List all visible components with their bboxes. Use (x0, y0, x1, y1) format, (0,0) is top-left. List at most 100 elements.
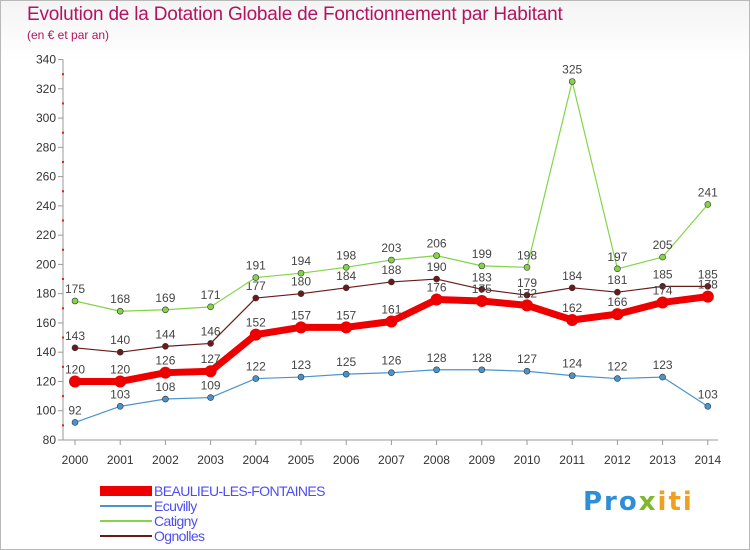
data-label: 127 (517, 352, 537, 366)
data-label: 123 (653, 358, 673, 372)
data-label: 128 (427, 351, 447, 365)
data-label: 122 (607, 360, 627, 374)
y-tick-label: 200 (36, 257, 56, 271)
series-beaulieu-les-fontaines: 120 120 126 127 152 157 157 161 176 175 172 162 166 1… (65, 278, 718, 388)
y-tick-label: 120 (36, 374, 56, 388)
data-label: 184 (336, 269, 356, 283)
data-point (252, 294, 260, 302)
data-point (114, 375, 127, 388)
x-tick-label: 2008 (423, 453, 450, 467)
data-label: 103 (110, 387, 130, 401)
data-label: 123 (291, 358, 311, 372)
y-tick-label: 180 (36, 287, 56, 301)
data-label: 126 (155, 354, 175, 368)
data-point (478, 285, 486, 293)
y-tick-label: 80 (43, 433, 57, 447)
y-tick-label: 300 (36, 111, 56, 125)
data-label: 197 (607, 250, 627, 264)
data-point (568, 78, 576, 85)
x-tick-label: 2011 (559, 453, 585, 467)
data-label: 169 (155, 291, 175, 305)
data-label: 198 (336, 248, 356, 262)
data-label: 168 (110, 292, 130, 306)
y-tick-label: 260 (36, 170, 56, 184)
x-tick-label: 2010 (514, 453, 541, 467)
data-point (701, 290, 714, 303)
y-minor-tick-mark (62, 248, 64, 251)
data-point (295, 321, 307, 334)
data-point (116, 348, 124, 356)
data-point (252, 274, 260, 281)
series-ognolles: 143 140 144 146 177 180 184 188 190 183 179 184 181 1… (65, 260, 718, 356)
data-point (159, 366, 172, 379)
data-point (704, 201, 712, 208)
x-tick-label: 2014 (694, 453, 721, 467)
x-tick-label: 2000 (62, 453, 89, 467)
data-point (566, 314, 579, 327)
data-point (478, 262, 486, 270)
data-point (704, 283, 712, 290)
data-label: 177 (246, 279, 266, 293)
data-point (521, 299, 533, 312)
data-point (704, 403, 712, 410)
data-point (204, 365, 217, 378)
data-label: 144 (155, 327, 175, 341)
y-tick-label: 100 (36, 404, 56, 418)
y-tick-label: 240 (36, 199, 56, 213)
y-minor-tick-mark (62, 219, 64, 222)
data-point (611, 308, 624, 321)
data-point (523, 367, 531, 375)
data-point (614, 265, 621, 273)
y-tick-label: 160 (36, 316, 56, 330)
data-point (342, 284, 350, 292)
data-label: 157 (291, 308, 311, 322)
data-point (430, 293, 443, 306)
data-point (297, 373, 305, 381)
y-minor-tick-mark (62, 365, 64, 368)
data-label: 152 (246, 316, 266, 330)
y-tick-label: 340 (36, 53, 56, 67)
logo-part-1: Pro (583, 487, 639, 517)
data-label: 109 (201, 379, 221, 393)
y-minor-tick-mark (62, 160, 64, 163)
data-point (252, 375, 260, 382)
data-label: 124 (562, 357, 582, 371)
data-label: 92 (68, 403, 82, 417)
data-point (433, 275, 440, 283)
data-point (478, 366, 486, 374)
data-label: 241 (698, 185, 718, 199)
data-label: 125 (336, 355, 356, 369)
y-minor-tick-mark (62, 190, 64, 193)
data-point (71, 344, 79, 352)
data-point (162, 395, 169, 403)
x-tick-label: 2007 (378, 453, 405, 467)
data-point (659, 283, 666, 290)
data-label: 206 (427, 237, 447, 251)
y-minor-tick-mark (62, 424, 64, 427)
data-label: 194 (291, 254, 311, 268)
data-point (614, 288, 621, 296)
series-line (74, 369, 709, 424)
data-point (207, 394, 214, 401)
x-tick-label: 2009 (468, 453, 495, 467)
x-tick-label: 2013 (649, 453, 676, 467)
data-point (297, 269, 305, 277)
x-tick-label: 2002 (152, 453, 179, 467)
data-point (162, 306, 169, 314)
y-tick-label: 320 (36, 82, 56, 96)
data-label: 185 (653, 267, 673, 281)
data-point (249, 328, 262, 341)
x-tick-label: 2005 (288, 453, 315, 467)
data-label: 126 (381, 354, 401, 368)
y-minor-tick-mark (62, 131, 64, 134)
legend-label: Ognolles (154, 528, 205, 544)
x-tick-label: 2004 (242, 453, 269, 467)
data-point (659, 373, 666, 381)
legend-swatch (100, 520, 152, 522)
data-point (568, 284, 576, 292)
data-point (71, 297, 79, 305)
data-point (342, 370, 350, 378)
data-label: 184 (562, 269, 582, 283)
data-point (433, 252, 440, 259)
